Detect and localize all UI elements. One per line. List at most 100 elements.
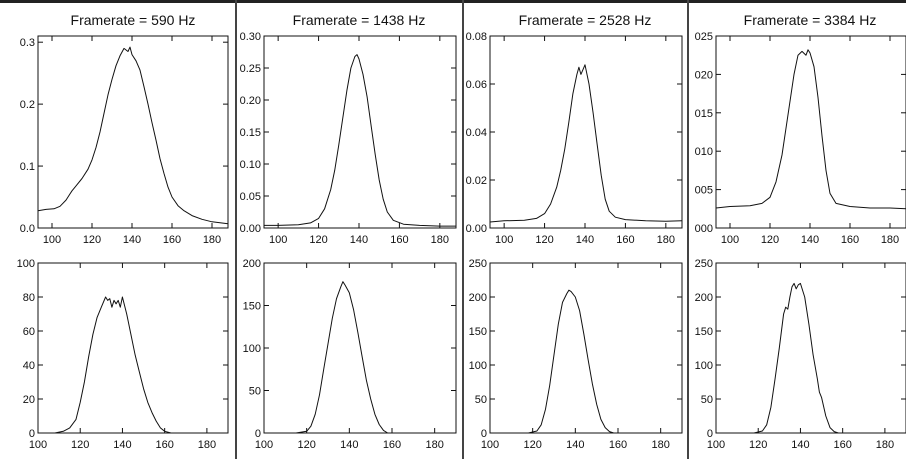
plot-panel-7: 100 120 140 160 180 0 50 100 150 200 250 — [469, 258, 683, 451]
x-tick-label: 160 — [155, 439, 173, 451]
x-tick-label: 120 — [297, 439, 315, 451]
data-line — [264, 281, 435, 434]
x-tick-label: 120 — [523, 439, 541, 451]
x-tick-label: 100 — [255, 439, 273, 451]
plot-panel-5: 100 120 140 160 180 0 20 40 60 80 100 — [17, 258, 229, 451]
y-tick-label: 200 — [469, 292, 487, 304]
top-border — [0, 0, 906, 3]
y-tick-label: 50 — [475, 394, 487, 406]
x-tick-label: 100 — [43, 234, 61, 246]
y-tick-label: 200 — [695, 292, 713, 304]
y-tick-label: 0.08 — [466, 31, 487, 43]
column-divider-2 — [462, 0, 464, 459]
y-tick-label: 20 — [23, 394, 35, 406]
plot-panel-3: 100 120 140 160 180 0.00 0.02 0.04 0.06 0.08 — [466, 31, 683, 246]
y-tick-label: 0.10 — [240, 159, 261, 171]
y-tick-label: 010 — [695, 146, 713, 158]
y-tick-label: 0 — [29, 428, 35, 440]
data-line — [38, 296, 207, 434]
plot-frame — [37, 262, 229, 434]
x-tick-label: 100 — [269, 234, 287, 246]
x-tick-label: 120 — [71, 439, 89, 451]
x-tick-label: 160 — [383, 439, 401, 451]
x-tick-label: 180 — [651, 439, 669, 451]
y-tick-label: 005 — [695, 185, 713, 197]
plot-panel-8: 100 120 140 160 180 0 50 100 150 200 250 — [695, 258, 906, 451]
panel-title-590: Framerate = 590 Hz — [70, 12, 196, 28]
y-tick-label: 025 — [695, 31, 713, 43]
x-tick-label: 140 — [340, 439, 358, 451]
x-tick-label: 160 — [163, 234, 181, 246]
y-tick-label: 0 — [707, 428, 713, 440]
y-tick-label: 0.20 — [240, 95, 261, 107]
y-tick-label: 0.00 — [466, 223, 487, 235]
y-tick-label: 0.15 — [240, 127, 261, 139]
y-tick-label: 150 — [243, 301, 261, 313]
y-tick-label: 0.0 — [20, 223, 35, 235]
plot-frame — [37, 35, 229, 229]
y-tick-label: 150 — [469, 326, 487, 338]
x-tick-label: 140 — [801, 234, 819, 246]
x-tick-label: 180 — [203, 234, 221, 246]
y-tick-label: 0.06 — [466, 79, 487, 91]
y-tick-label: 250 — [695, 258, 713, 270]
x-tick-label: 120 — [761, 234, 779, 246]
x-tick-label: 140 — [576, 234, 594, 246]
y-tick-label: 100 — [695, 360, 713, 372]
plot-frame — [489, 262, 683, 434]
plot-panel-2: 100 120 140 160 180 0.00 0.05 0.10 0.15 0.20 0.25 0… — [240, 31, 457, 246]
y-tick-label: 50 — [701, 394, 713, 406]
x-tick-label: 160 — [833, 439, 851, 451]
y-tick-label: 0.02 — [466, 175, 487, 187]
plot-panel-6: 100 120 140 160 180 0 50 100 150 200 — [243, 258, 457, 451]
x-tick-label: 140 — [791, 439, 809, 451]
data-line — [489, 64, 683, 223]
y-tick-label: 200 — [243, 258, 261, 270]
x-tick-label: 100 — [495, 234, 513, 246]
x-tick-label: 140 — [350, 234, 368, 246]
panel-title-2528: Framerate = 2528 Hz — [518, 12, 652, 28]
plot-panel-4: 100 120 140 160 180 000 005 010 015 020 025 — [695, 31, 906, 246]
y-tick-label: 0.05 — [240, 191, 261, 203]
column-divider-1 — [235, 0, 237, 459]
x-tick-label: 160 — [390, 234, 408, 246]
x-tick-label: 160 — [616, 234, 634, 246]
x-tick-label: 180 — [657, 234, 675, 246]
x-tick-label: 100 — [29, 439, 47, 451]
panel-title-3384: Framerate = 3384 Hz — [743, 12, 877, 28]
plot-panel-1: 100 120 140 160 180 0.0 0.1 0.2 0.3 — [20, 35, 229, 246]
y-tick-label: 0.04 — [466, 127, 487, 139]
x-tick-label: 100 — [707, 439, 725, 451]
x-tick-label: 120 — [309, 234, 327, 246]
x-tick-label: 180 — [198, 439, 216, 451]
x-tick-label: 120 — [83, 234, 101, 246]
x-tick-label: 100 — [721, 234, 739, 246]
plot-frame — [715, 35, 906, 229]
x-tick-label: 160 — [609, 439, 627, 451]
y-tick-label: 100 — [469, 360, 487, 372]
x-tick-label: 140 — [566, 439, 584, 451]
x-tick-label: 100 — [481, 439, 499, 451]
y-tick-label: 0.00 — [240, 223, 261, 235]
panel-title-1438: Framerate = 1438 Hz — [292, 12, 426, 28]
x-tick-label: 120 — [749, 439, 767, 451]
x-tick-label: 180 — [431, 234, 449, 246]
data-line — [264, 54, 456, 227]
y-tick-label: 015 — [695, 108, 713, 120]
data-line — [716, 282, 885, 434]
y-tick-label: 0.3 — [20, 37, 35, 49]
plot-frame — [263, 262, 457, 434]
data-line — [715, 49, 906, 210]
y-tick-label: 80 — [23, 292, 35, 304]
y-tick-label: 100 — [17, 258, 35, 270]
y-tick-label: 0.1 — [20, 161, 35, 173]
x-tick-label: 120 — [535, 234, 553, 246]
y-tick-label: 020 — [695, 69, 713, 81]
y-tick-label: 0.30 — [240, 31, 261, 43]
data-line — [490, 289, 661, 434]
x-tick-label: 180 — [881, 234, 899, 246]
y-tick-label: 0.2 — [20, 99, 35, 111]
y-tick-label: 40 — [23, 360, 35, 372]
